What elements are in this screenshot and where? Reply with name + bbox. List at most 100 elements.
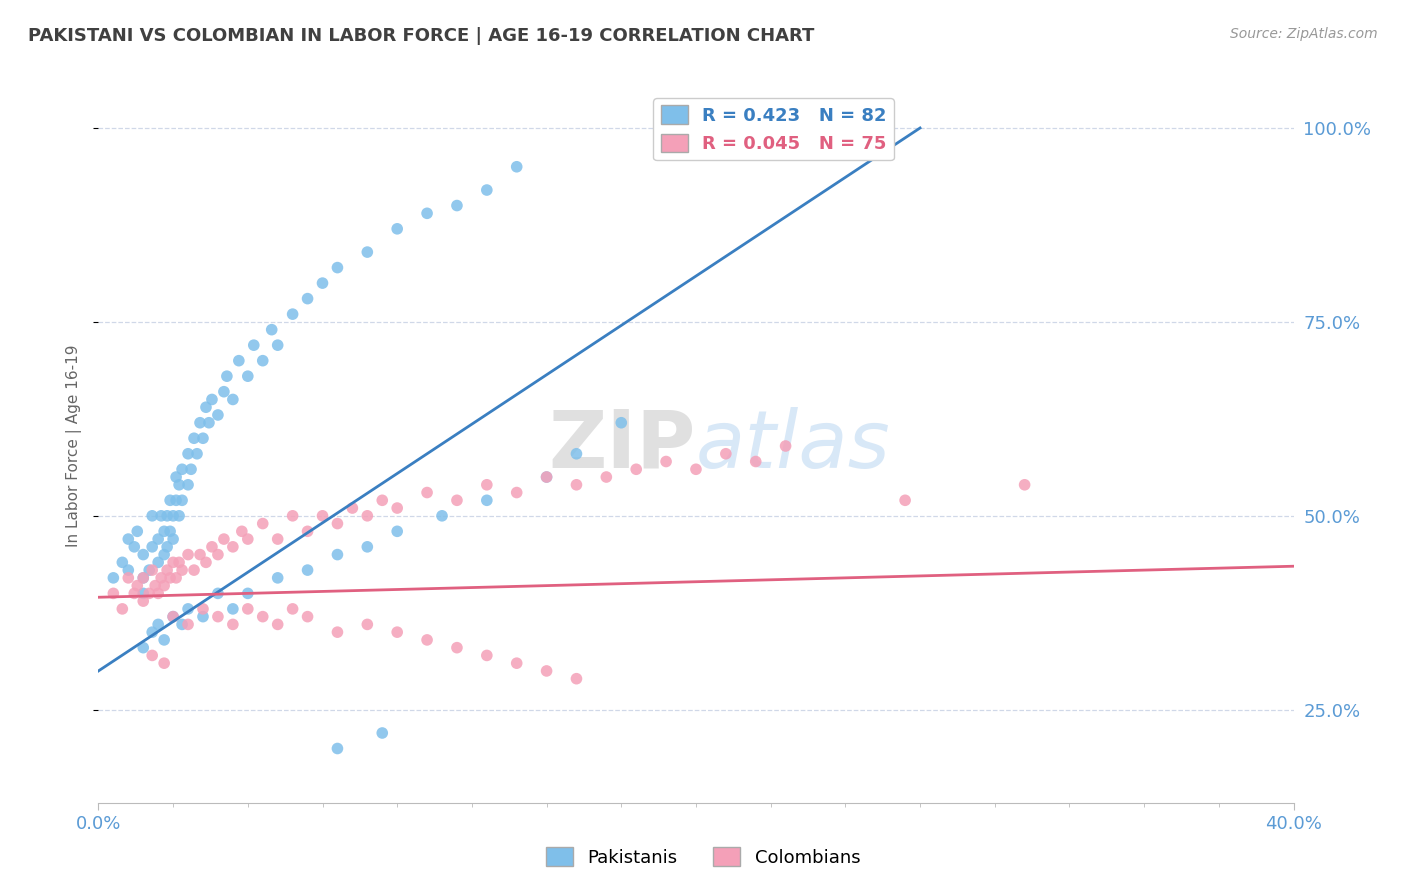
- Point: [536, 470, 558, 484]
- Text: atlas: atlas: [696, 407, 891, 485]
- Point: [236, 602, 259, 616]
- Point: [685, 462, 707, 476]
- Point: [236, 532, 259, 546]
- Point: [297, 524, 319, 539]
- Point: [565, 672, 588, 686]
- Point: [506, 656, 529, 670]
- Point: [222, 392, 245, 407]
- Point: [132, 640, 155, 655]
- Point: [127, 524, 149, 539]
- Point: [506, 160, 529, 174]
- Point: [172, 462, 194, 476]
- Point: [195, 555, 218, 569]
- Point: [148, 586, 170, 600]
- Point: [127, 579, 149, 593]
- Point: [371, 726, 394, 740]
- Point: [162, 508, 184, 523]
- Point: [385, 524, 409, 539]
- Point: [212, 532, 235, 546]
- Point: [222, 617, 245, 632]
- Point: [356, 245, 378, 260]
- Point: [153, 579, 176, 593]
- Point: [141, 563, 163, 577]
- Point: [103, 571, 125, 585]
- Point: [1014, 477, 1036, 491]
- Point: [148, 555, 170, 569]
- Point: [356, 508, 378, 523]
- Point: [162, 532, 184, 546]
- Point: [177, 617, 200, 632]
- Point: [356, 617, 378, 632]
- Point: [236, 369, 259, 384]
- Point: [475, 183, 498, 197]
- Point: [162, 609, 184, 624]
- Point: [281, 602, 304, 616]
- Point: [231, 524, 253, 539]
- Point: [385, 625, 409, 640]
- Point: [536, 664, 558, 678]
- Point: [132, 594, 155, 608]
- Point: [165, 470, 187, 484]
- Point: [117, 571, 139, 585]
- Point: [162, 555, 184, 569]
- Point: [132, 548, 155, 562]
- Point: [191, 431, 214, 445]
- Point: [281, 508, 304, 523]
- Point: [610, 416, 633, 430]
- Point: [150, 571, 173, 585]
- Point: [565, 477, 588, 491]
- Text: PAKISTANI VS COLOMBIAN IN LABOR FORCE | AGE 16-19 CORRELATION CHART: PAKISTANI VS COLOMBIAN IN LABOR FORCE | …: [28, 27, 814, 45]
- Point: [267, 532, 290, 546]
- Point: [141, 625, 163, 640]
- Point: [207, 408, 229, 422]
- Y-axis label: In Labor Force | Age 16-19: In Labor Force | Age 16-19: [66, 344, 83, 548]
- Point: [156, 563, 179, 577]
- Point: [103, 586, 125, 600]
- Point: [416, 206, 439, 220]
- Point: [198, 416, 221, 430]
- Point: [156, 508, 179, 523]
- Point: [167, 477, 190, 491]
- Point: [186, 447, 208, 461]
- Point: [260, 323, 283, 337]
- Point: [565, 447, 588, 461]
- Point: [148, 532, 170, 546]
- Point: [356, 540, 378, 554]
- Point: [252, 609, 274, 624]
- Point: [201, 392, 224, 407]
- Point: [281, 307, 304, 321]
- Point: [132, 571, 155, 585]
- Text: Source: ZipAtlas.com: Source: ZipAtlas.com: [1230, 27, 1378, 41]
- Point: [183, 431, 205, 445]
- Text: ZIP: ZIP: [548, 407, 696, 485]
- Point: [183, 563, 205, 577]
- Point: [626, 462, 648, 476]
- Point: [212, 384, 235, 399]
- Point: [167, 508, 190, 523]
- Legend: R = 0.423   N = 82, R = 0.045   N = 75: R = 0.423 N = 82, R = 0.045 N = 75: [654, 98, 894, 161]
- Point: [267, 338, 290, 352]
- Point: [267, 617, 290, 632]
- Point: [252, 353, 274, 368]
- Point: [228, 353, 250, 368]
- Point: [326, 516, 349, 531]
- Point: [111, 555, 134, 569]
- Point: [150, 508, 173, 523]
- Point: [156, 540, 179, 554]
- Point: [141, 508, 163, 523]
- Point: [475, 493, 498, 508]
- Point: [138, 586, 160, 600]
- Point: [159, 493, 181, 508]
- Legend: Pakistanis, Colombians: Pakistanis, Colombians: [538, 840, 868, 874]
- Point: [326, 260, 349, 275]
- Point: [326, 548, 349, 562]
- Point: [124, 586, 146, 600]
- Point: [326, 741, 349, 756]
- Point: [201, 540, 224, 554]
- Point: [124, 540, 146, 554]
- Point: [141, 648, 163, 663]
- Point: [111, 602, 134, 616]
- Point: [172, 617, 194, 632]
- Point: [117, 532, 139, 546]
- Point: [297, 609, 319, 624]
